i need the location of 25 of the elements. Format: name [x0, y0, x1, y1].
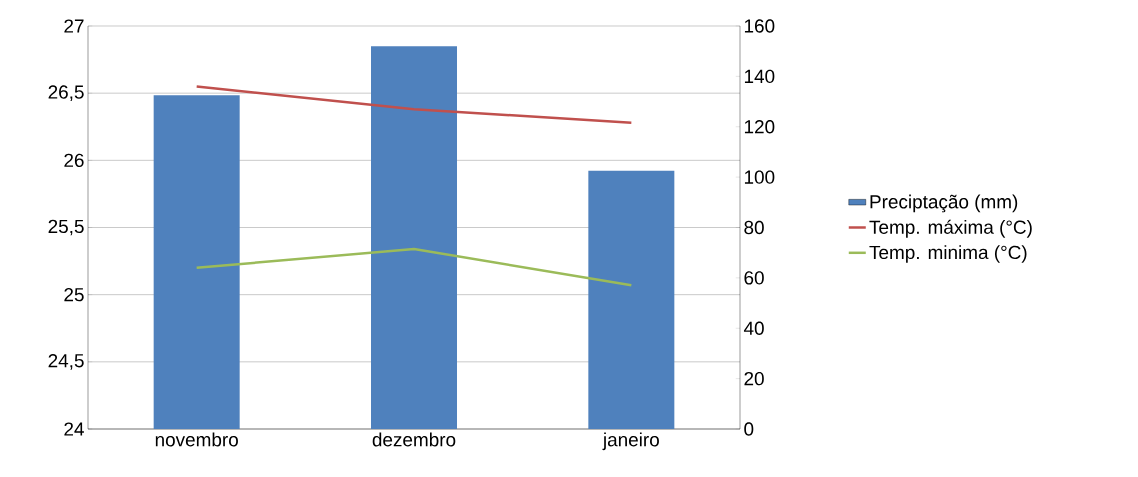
y-tick-label: 25: [64, 287, 84, 302]
y-tick-label: 24: [64, 422, 84, 436]
legend-label: Temp. máxima (°C): [869, 219, 1032, 238]
y-tick-label: 26,5: [48, 85, 84, 101]
bar: [588, 170, 675, 429]
y2-tick-label: 40: [743, 321, 764, 335]
x-tick-label: novembro: [155, 432, 238, 447]
bar: [153, 95, 240, 429]
y2-tick-label: 0: [744, 422, 754, 436]
x-tick-label: janeiro: [602, 432, 659, 451]
x-tick-label: dezembro: [372, 432, 456, 447]
legend-label: Temp. minima (°C): [869, 245, 1027, 263]
y2-tick-label: 160: [744, 19, 775, 33]
y-tick-label: 24,5: [48, 354, 84, 370]
y2-tick-label: 60: [744, 271, 764, 285]
y2-tick-label: 120: [744, 120, 775, 134]
y2-tick-label: 80: [744, 220, 764, 235]
bar: [371, 46, 457, 429]
y2-tick-label: 140: [744, 69, 775, 84]
y-tick-label: 26: [64, 153, 84, 168]
y2-tick-label: 100: [744, 170, 775, 184]
y-tick-label: 27: [64, 19, 84, 33]
legend-label: Preciptação (mm): [870, 194, 1018, 213]
y2-tick-label: 20: [744, 371, 764, 386]
y-tick-label: 25,5: [48, 219, 84, 236]
